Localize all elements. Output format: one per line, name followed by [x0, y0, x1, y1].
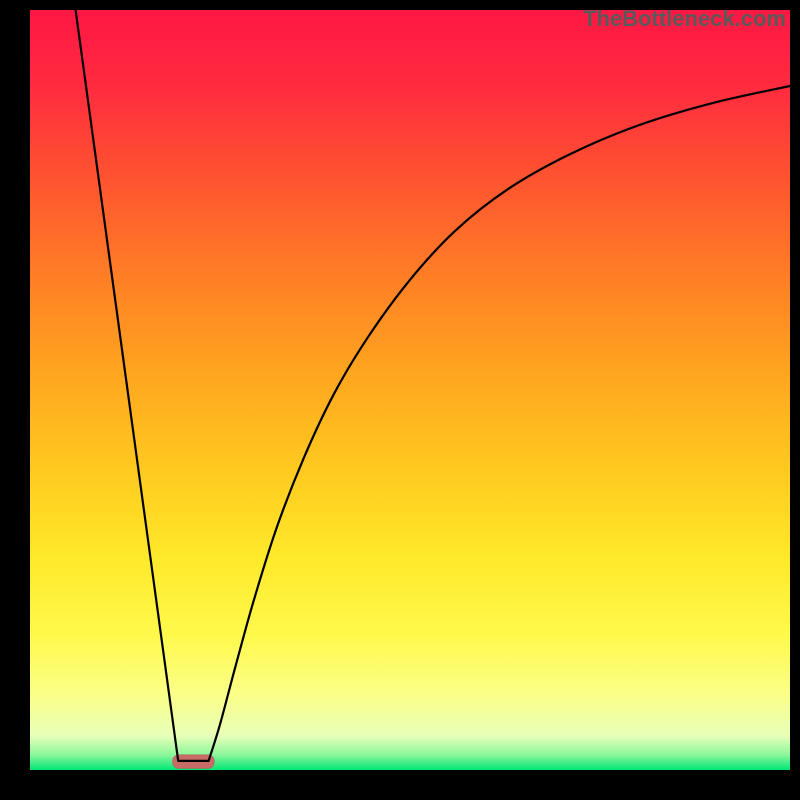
watermark-text: TheBottleneck.com [583, 6, 786, 32]
plot-area [30, 10, 790, 770]
plot-svg [30, 10, 790, 770]
gradient-background [30, 10, 790, 770]
chart-container: TheBottleneck.com [0, 0, 800, 800]
